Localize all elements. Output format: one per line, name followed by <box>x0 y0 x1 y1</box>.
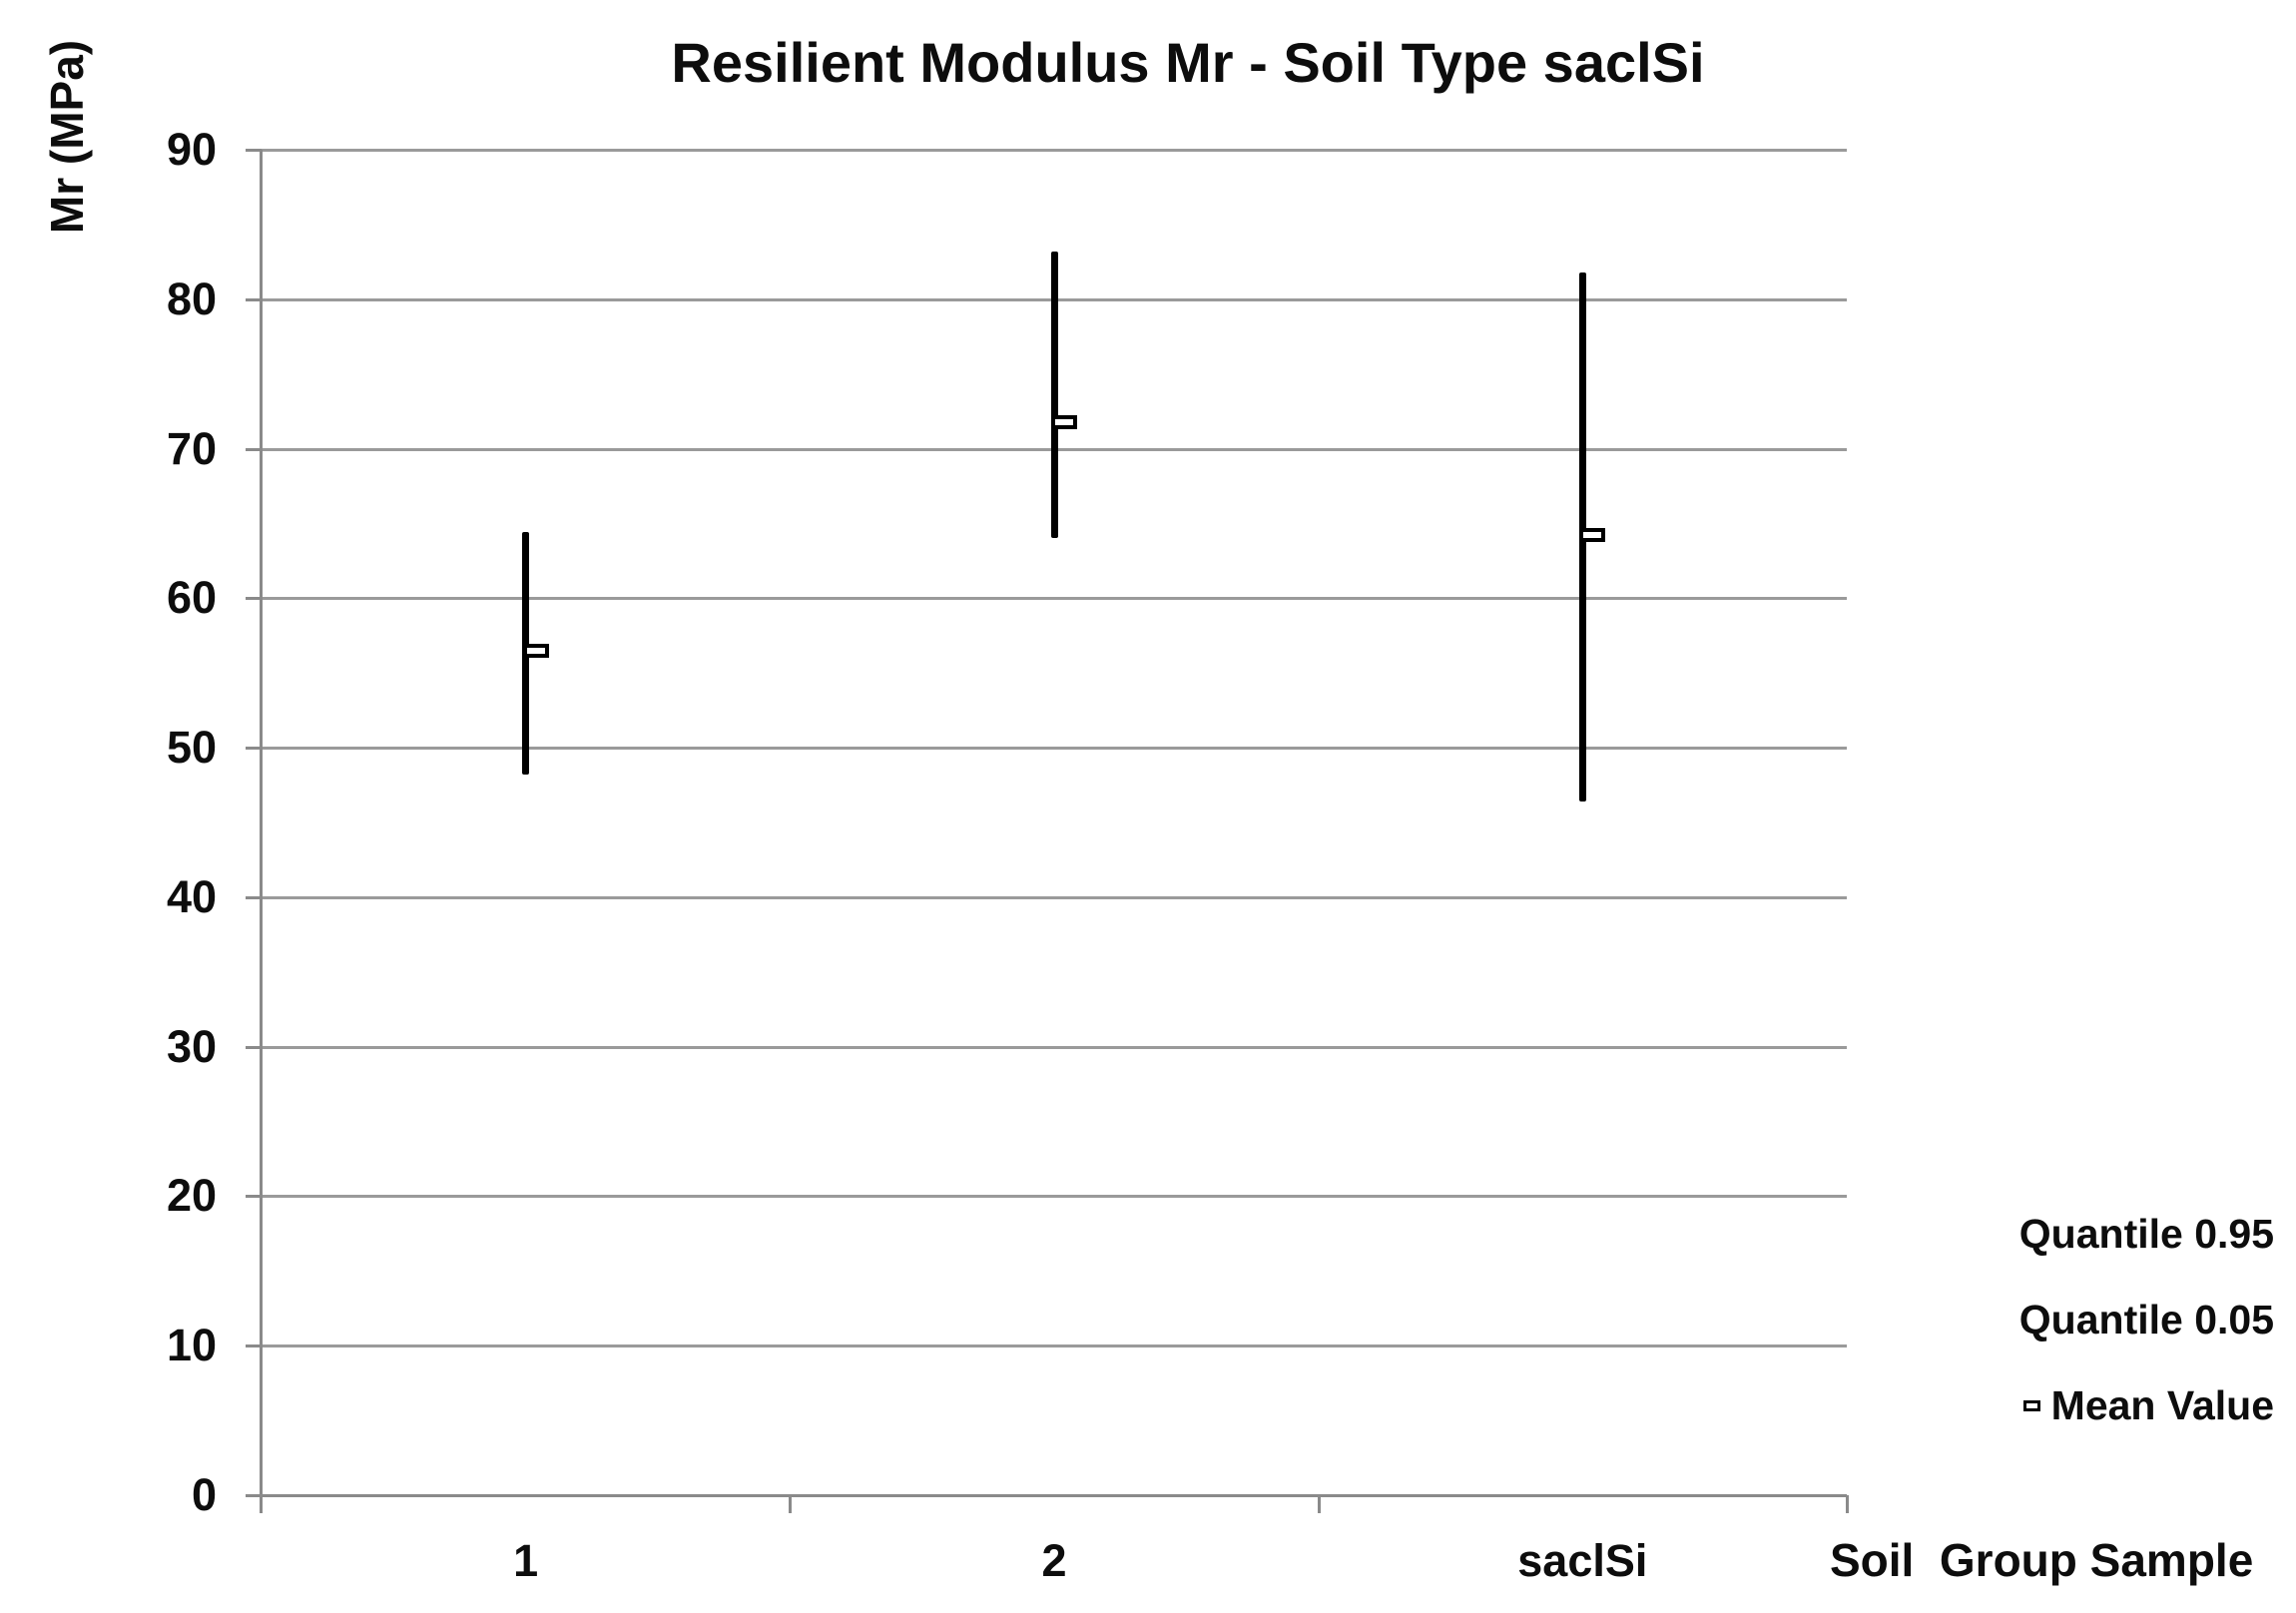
quantile-range-line <box>1050 251 1058 539</box>
x-axis-tick <box>789 1495 793 1513</box>
x-axis-tick <box>1317 1495 1321 1513</box>
y-axis-line <box>260 150 263 1513</box>
y-axis-tick <box>246 297 262 301</box>
legend-item-mean-value: Mean Value <box>2022 1381 2274 1430</box>
y-tick-label: 90 <box>166 124 217 175</box>
y-tick-label: 50 <box>166 722 217 774</box>
y-tick-label: 30 <box>166 1020 217 1072</box>
y-axis-tick <box>246 895 262 899</box>
gridline <box>262 895 1847 899</box>
x-tick-label: 1 <box>513 1535 539 1586</box>
y-axis-tick <box>246 149 262 152</box>
gridline <box>262 1344 1847 1348</box>
x-tick-label: 2 <box>1041 1535 1067 1586</box>
y-axis-tick <box>246 1195 262 1199</box>
legend-label: Mean Value <box>2050 1382 2274 1428</box>
y-tick-label: 20 <box>166 1170 217 1222</box>
x-axis-line <box>262 1494 1847 1497</box>
y-axis-tick <box>246 1344 262 1348</box>
y-axis-tick <box>246 1045 262 1049</box>
legend-item-quantile-005: Quantile 0.05 <box>2019 1296 2274 1344</box>
y-tick-label: 60 <box>166 572 217 624</box>
mean-value-marker <box>1579 528 1606 543</box>
gridline <box>262 747 1847 751</box>
x-tick-label: saclSi <box>1517 1535 1648 1586</box>
gridline <box>262 149 1847 152</box>
y-tick-label: 40 <box>166 870 217 922</box>
mean-value-marker <box>522 643 549 658</box>
y-axis-tick <box>246 1494 262 1497</box>
gridline <box>262 597 1847 601</box>
gridline <box>262 1045 1847 1049</box>
y-tick-label: 0 <box>191 1469 217 1520</box>
y-axis-tick <box>246 447 262 451</box>
legend-label: Quantile 0.95 <box>2018 1211 2274 1257</box>
chart-title: Resilient Modulus Mr - Soil Type saclSi <box>671 31 1705 94</box>
y-axis-tick <box>246 747 262 751</box>
x-axis-title: Soil Group Sample <box>1830 1534 2254 1586</box>
mean-value-marker-icon <box>2022 1400 2040 1411</box>
y-tick-label: 10 <box>166 1320 217 1371</box>
legend: Quantile 0.95 Quantile 0.05 Mean Value <box>2019 1210 2274 1467</box>
legend-item-quantile-095: Quantile 0.95 <box>2019 1210 2274 1259</box>
gridline <box>262 1195 1847 1199</box>
y-tick-label: 80 <box>166 272 217 324</box>
y-tick-label: 70 <box>166 422 217 474</box>
legend-label: Quantile 0.05 <box>2018 1297 2274 1343</box>
mean-value-marker <box>1051 414 1077 429</box>
x-axis-tick <box>1846 1495 1849 1513</box>
y-axis-tick <box>246 597 262 601</box>
